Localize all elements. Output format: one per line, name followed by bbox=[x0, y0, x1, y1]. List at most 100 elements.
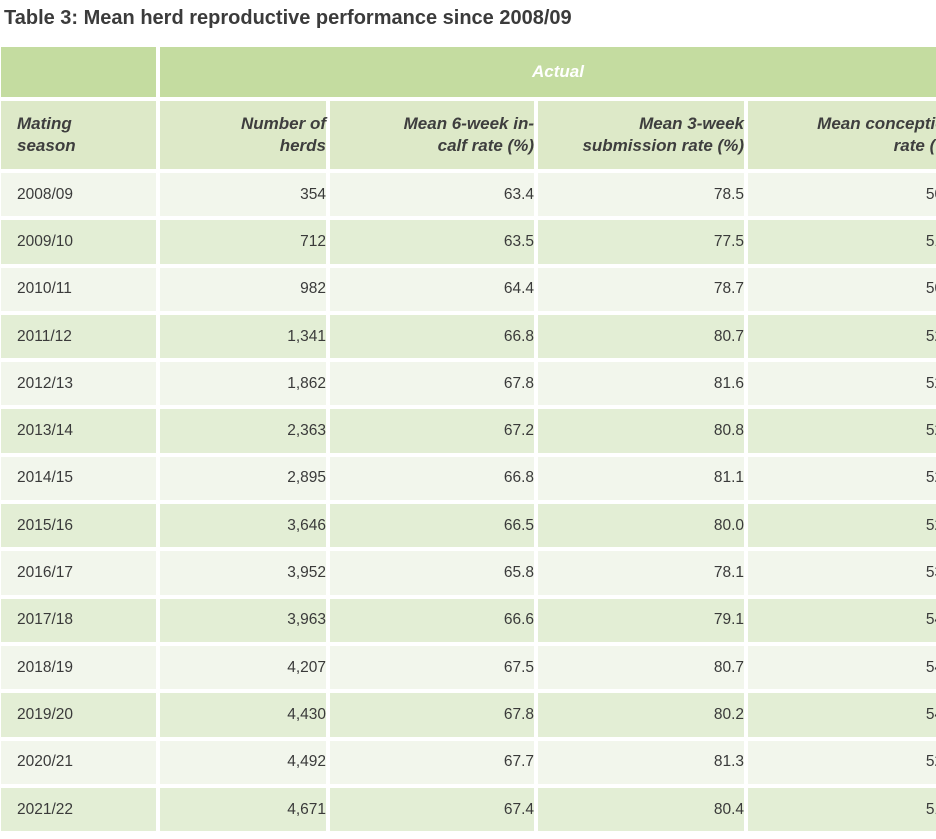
cell-in-calf-rate: 63.4 bbox=[330, 173, 534, 217]
cell-number-of-herds: 354 bbox=[160, 173, 326, 217]
cell-submission-rate: 80.2 bbox=[538, 693, 744, 737]
cell-submission-rate: 80.7 bbox=[538, 645, 744, 690]
cell-in-calf-rate: 67.4 bbox=[330, 787, 534, 832]
cell-mating-season: 2013/14 bbox=[1, 409, 156, 453]
column-header-conception-rate: Mean conception rate (%) bbox=[748, 101, 936, 169]
cell-number-of-herds: 4,430 bbox=[160, 693, 326, 737]
cell-mating-season: 2018/19 bbox=[1, 645, 156, 690]
cell-submission-rate: 77.5 bbox=[538, 220, 744, 264]
cell-conception-rate: 52.4 bbox=[748, 504, 936, 548]
cell-conception-rate: 54.2 bbox=[748, 693, 936, 737]
cell-submission-rate: 80.7 bbox=[538, 314, 744, 359]
cell-number-of-herds: 982 bbox=[160, 267, 326, 311]
cell-in-calf-rate: 67.7 bbox=[330, 740, 534, 784]
cell-in-calf-rate: 67.8 bbox=[330, 362, 534, 406]
cell-conception-rate: 52.5 bbox=[748, 409, 936, 453]
cell-number-of-herds: 1,341 bbox=[160, 314, 326, 359]
column-header-submission-rate: Mean 3-week submission rate (%) bbox=[538, 101, 744, 169]
column-header-line: Mating bbox=[17, 114, 72, 133]
cell-conception-rate: 50.7 bbox=[748, 267, 936, 311]
column-header-line: herds bbox=[279, 136, 326, 155]
cell-submission-rate: 81.1 bbox=[538, 456, 744, 501]
cell-number-of-herds: 4,671 bbox=[160, 787, 326, 832]
cell-mating-season: 2016/17 bbox=[1, 551, 156, 595]
column-header-line: Mean conception bbox=[817, 114, 936, 133]
cell-submission-rate: 81.6 bbox=[538, 362, 744, 406]
cell-in-calf-rate: 66.8 bbox=[330, 314, 534, 359]
cell-mating-season: 2019/20 bbox=[1, 693, 156, 737]
column-header-line: Mean 6-week in- bbox=[403, 114, 534, 133]
cell-mating-season: 2011/12 bbox=[1, 314, 156, 359]
reproductive-performance-table: Actual Mating season Number of herds Mea… bbox=[0, 43, 936, 835]
cell-mating-season: 2009/10 bbox=[1, 220, 156, 264]
cell-mating-season: 2015/16 bbox=[1, 504, 156, 548]
group-header-blank bbox=[1, 47, 156, 97]
cell-mating-season: 2012/13 bbox=[1, 362, 156, 406]
cell-in-calf-rate: 64.4 bbox=[330, 267, 534, 311]
column-header-line: season bbox=[17, 136, 76, 155]
table-body: 2008/0935463.478.550.12009/1071263.577.5… bbox=[1, 173, 936, 832]
cell-in-calf-rate: 67.8 bbox=[330, 693, 534, 737]
column-header-number-of-herds: Number of herds bbox=[160, 101, 326, 169]
cell-submission-rate: 80.4 bbox=[538, 787, 744, 832]
column-header-row: Mating season Number of herds Mean 6-wee… bbox=[1, 101, 936, 169]
column-header-line: rate (%) bbox=[893, 136, 936, 155]
cell-number-of-herds: 1,862 bbox=[160, 362, 326, 406]
column-header-mating-season: Mating season bbox=[1, 101, 156, 169]
cell-number-of-herds: 3,646 bbox=[160, 504, 326, 548]
cell-mating-season: 2017/18 bbox=[1, 598, 156, 642]
cell-in-calf-rate: 63.5 bbox=[330, 220, 534, 264]
cell-mating-season: 2021/22 bbox=[1, 787, 156, 832]
cell-submission-rate: 78.1 bbox=[538, 551, 744, 595]
cell-conception-rate: 52.6 bbox=[748, 456, 936, 501]
cell-submission-rate: 78.7 bbox=[538, 267, 744, 311]
cell-conception-rate: 51.8 bbox=[748, 787, 936, 832]
cell-conception-rate: 51.0 bbox=[748, 220, 936, 264]
cell-in-calf-rate: 66.6 bbox=[330, 598, 534, 642]
cell-number-of-herds: 712 bbox=[160, 220, 326, 264]
group-header-row: Actual bbox=[1, 47, 936, 97]
column-header-line: submission rate (%) bbox=[582, 136, 744, 155]
cell-in-calf-rate: 65.8 bbox=[330, 551, 534, 595]
column-header-line: Mean 3-week bbox=[639, 114, 744, 133]
cell-conception-rate: 53.4 bbox=[748, 551, 936, 595]
group-header-actual: Actual bbox=[160, 47, 936, 97]
cell-number-of-herds: 3,963 bbox=[160, 598, 326, 642]
column-header-line: calf rate (%) bbox=[437, 136, 534, 155]
cell-number-of-herds: 3,952 bbox=[160, 551, 326, 595]
cell-number-of-herds: 4,207 bbox=[160, 645, 326, 690]
cell-mating-season: 2010/11 bbox=[1, 267, 156, 311]
cell-number-of-herds: 2,363 bbox=[160, 409, 326, 453]
cell-mating-season: 2014/15 bbox=[1, 456, 156, 501]
cell-conception-rate: 52.7 bbox=[748, 740, 936, 784]
table-title: Table 3: Mean herd reproductive performa… bbox=[4, 7, 572, 29]
cell-conception-rate: 54.0 bbox=[748, 598, 936, 642]
cell-submission-rate: 80.8 bbox=[538, 409, 744, 453]
cell-submission-rate: 81.3 bbox=[538, 740, 744, 784]
cell-in-calf-rate: 66.8 bbox=[330, 456, 534, 501]
cell-in-calf-rate: 67.2 bbox=[330, 409, 534, 453]
cell-submission-rate: 80.0 bbox=[538, 504, 744, 548]
column-header-in-calf-rate: Mean 6-week in- calf rate (%) bbox=[330, 101, 534, 169]
cell-conception-rate: 50.1 bbox=[748, 173, 936, 217]
cell-mating-season: 2020/21 bbox=[1, 740, 156, 784]
cell-number-of-herds: 2,895 bbox=[160, 456, 326, 501]
cell-in-calf-rate: 66.5 bbox=[330, 504, 534, 548]
cell-conception-rate: 52.9 bbox=[748, 362, 936, 406]
cell-number-of-herds: 4,492 bbox=[160, 740, 326, 784]
cell-submission-rate: 79.1 bbox=[538, 598, 744, 642]
cell-mating-season: 2008/09 bbox=[1, 173, 156, 217]
